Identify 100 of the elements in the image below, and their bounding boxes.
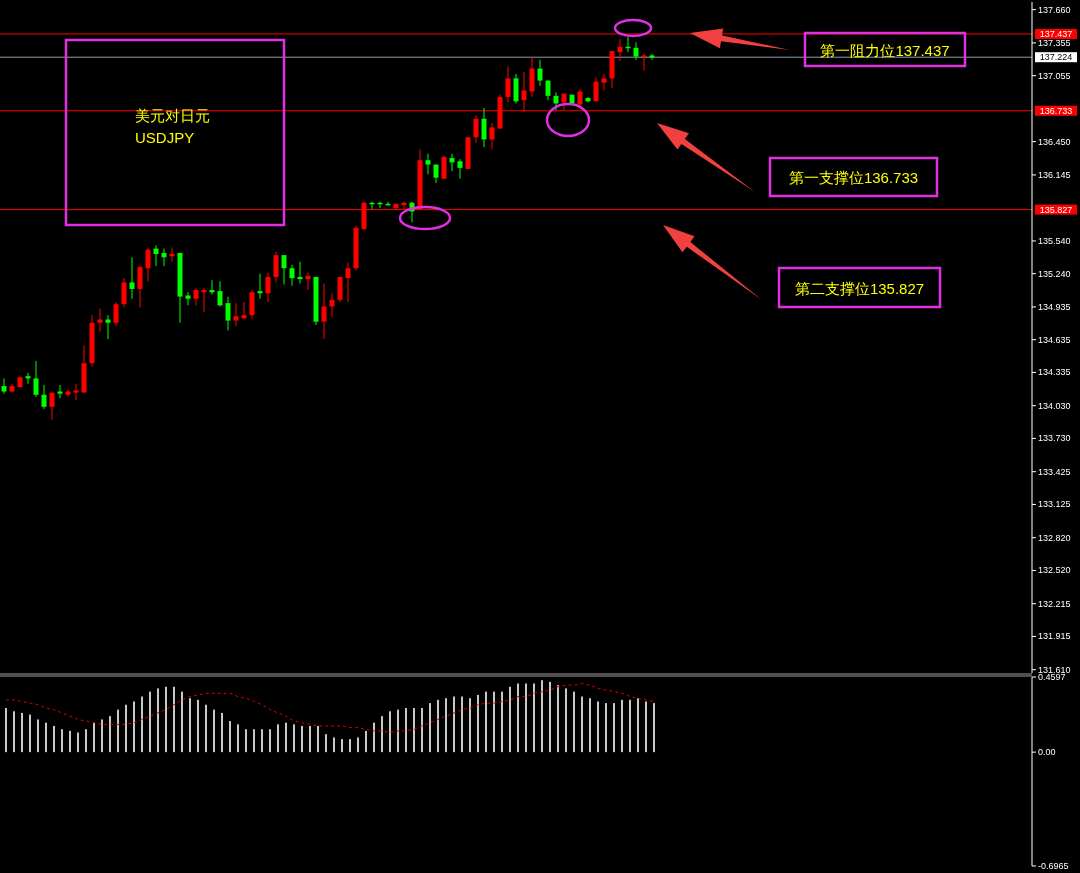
bar: [541, 680, 543, 753]
y-tick-label: 135.240: [1038, 268, 1071, 279]
bar: [517, 683, 519, 753]
bar: [429, 703, 431, 753]
bar: [381, 716, 383, 753]
ref-line-label: 137.224: [1039, 52, 1073, 63]
y-tick-label: -0.6965: [1038, 861, 1069, 871]
bar: [269, 729, 271, 753]
bar: [485, 691, 487, 753]
bar: [277, 724, 279, 753]
bar: [165, 686, 167, 753]
bar: [77, 732, 79, 753]
bar: [261, 729, 263, 753]
y-tick-label: 132.215: [1038, 598, 1071, 609]
y-tick-label: 134.030: [1038, 400, 1071, 411]
bar: [573, 691, 575, 753]
bar: [589, 698, 591, 753]
bar: [469, 698, 471, 753]
bar: [581, 696, 583, 753]
ref-line-label: 135.827: [1039, 204, 1073, 215]
bar: [117, 709, 119, 753]
bar: [21, 712, 23, 753]
y-tick-label: 137.055: [1038, 70, 1071, 81]
bar: [437, 699, 439, 753]
bar: [213, 709, 215, 753]
y-tick-label: 133.730: [1038, 433, 1071, 444]
bar: [525, 683, 527, 753]
y-tick-label: 136.450: [1038, 136, 1071, 147]
bar: [245, 729, 247, 753]
y-tick-label: 131.915: [1038, 631, 1071, 642]
bar: [293, 724, 295, 753]
bar: [197, 699, 199, 753]
annotation: 第一阻力位137.437: [820, 41, 950, 59]
annotation: 第二支撑位135.827: [794, 279, 925, 297]
y-tick-label: 131.610: [1038, 664, 1071, 675]
bar: [85, 729, 87, 753]
y-tick-label: 137.660: [1038, 4, 1071, 15]
bar: [629, 699, 631, 753]
bar: [421, 708, 423, 753]
bar: [325, 734, 327, 753]
bar: [373, 722, 375, 753]
bar: [173, 686, 175, 753]
bar: [405, 708, 407, 753]
bar: [645, 701, 647, 753]
y-tick-label: 137.355: [1038, 37, 1071, 48]
y-tick-label: 0.4597: [1038, 672, 1066, 682]
bar: [317, 725, 319, 753]
y-tick-label: 133.425: [1038, 466, 1071, 477]
bar: [509, 686, 511, 753]
bar: [365, 730, 367, 753]
line-series: [5, 682, 655, 734]
bar: [125, 704, 127, 753]
bar: [5, 708, 7, 753]
y-tick-label: 134.635: [1038, 334, 1071, 345]
bar: [445, 698, 447, 753]
bar: [109, 716, 111, 753]
bar: [229, 721, 231, 753]
bar: [45, 722, 47, 753]
bar: [461, 696, 463, 753]
bar: [205, 704, 207, 753]
bar: [397, 709, 399, 753]
bar: [653, 703, 655, 753]
bar: [389, 711, 391, 753]
annotation: 美元对日元 USDJPY: [135, 107, 210, 146]
bar: [549, 681, 551, 753]
bar: [333, 737, 335, 753]
bar: [189, 698, 191, 753]
bar: [141, 696, 143, 753]
bar: [597, 701, 599, 753]
bar: [53, 725, 55, 753]
bar: [357, 737, 359, 753]
y-tick-label: 136.145: [1038, 169, 1071, 180]
bar: [453, 696, 455, 753]
bar: [133, 701, 135, 753]
bar: [237, 724, 239, 753]
bar: [13, 711, 15, 753]
bar: [29, 714, 31, 753]
y-tick-label: 132.820: [1038, 532, 1071, 543]
bar: [181, 691, 183, 753]
bar: [37, 719, 39, 753]
bar: [61, 729, 63, 753]
y-tick-label: 0.00: [1038, 747, 1056, 758]
y-tick-label: 132.520: [1038, 565, 1071, 576]
bar: [149, 691, 151, 753]
y-tick-label: 134.335: [1038, 367, 1071, 378]
y-tick-label: 134.935: [1038, 301, 1071, 312]
bar: [93, 722, 95, 753]
bar: [413, 708, 415, 753]
bar: [253, 729, 255, 753]
bar: [341, 739, 343, 753]
annotation: 第一支撑位136.733: [788, 169, 919, 186]
bar: [621, 699, 623, 753]
bar: [501, 691, 503, 753]
bar: [533, 683, 535, 753]
bar: [557, 685, 559, 753]
bar: [69, 730, 71, 753]
bar: [301, 725, 303, 753]
bar: [493, 691, 495, 753]
y-tick-label: 135.540: [1038, 235, 1071, 246]
y-tick-label: 133.125: [1038, 499, 1071, 510]
